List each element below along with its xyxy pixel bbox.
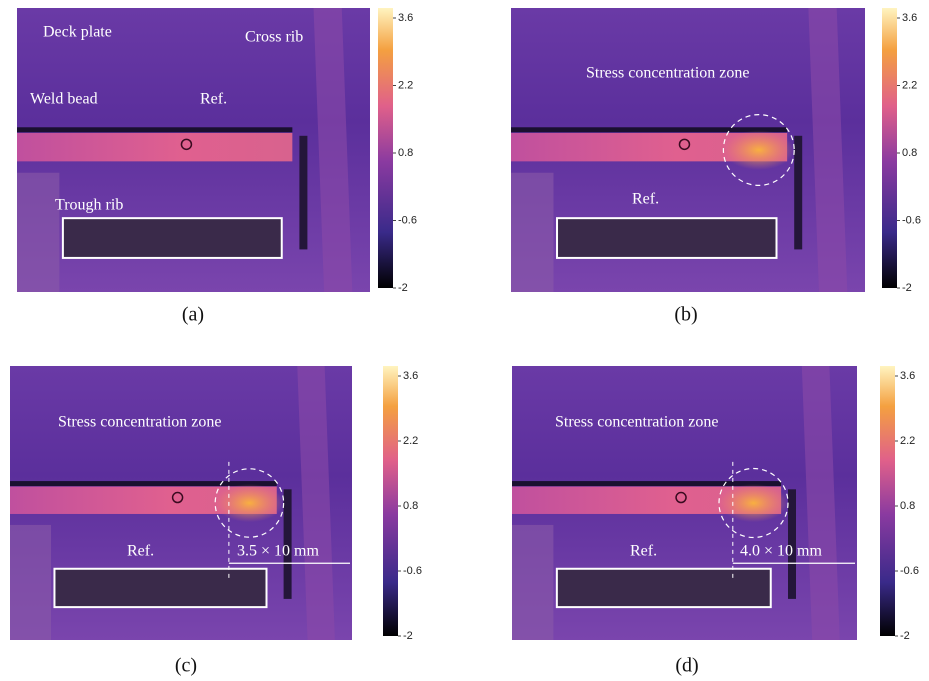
caption: (c) xyxy=(175,655,197,677)
brick-area xyxy=(17,173,59,292)
deck-edge xyxy=(511,127,787,132)
colorbar-tick-label: 3.6 xyxy=(398,12,413,24)
colorbar-tick-label: 0.8 xyxy=(900,500,915,512)
hot-spot xyxy=(215,484,283,522)
annotation: Deck plate xyxy=(43,24,112,41)
scale-ruler xyxy=(54,569,266,607)
colorbar-tick-label: -0.6 xyxy=(900,565,919,577)
colorbar-tick-label: -2 xyxy=(403,630,413,642)
colorbar-tick-label: -0.6 xyxy=(403,565,422,577)
brick-area xyxy=(10,525,51,640)
colorbar: 3.6 2.2 0.8 -0.6 -2 xyxy=(882,8,921,294)
colorbar-tick-label: -2 xyxy=(902,282,912,294)
annotation: Ref. xyxy=(200,91,227,108)
annotation: Stress concentration zone xyxy=(555,414,719,431)
brick-area xyxy=(511,173,553,292)
scale-ruler xyxy=(63,218,282,258)
colorbar-tick-label: 2.2 xyxy=(900,435,915,447)
colorbar-tick-label: 3.6 xyxy=(900,370,915,382)
annotation: Ref. xyxy=(127,543,154,560)
colorbar-tick-label: 0.8 xyxy=(398,147,413,159)
caption: (b) xyxy=(674,304,697,326)
colorbar-tick-label: -2 xyxy=(900,630,910,642)
panel: Stress concentration zone Ref. 4.0 × 10 mm xyxy=(512,366,857,640)
colorbar-tick-label: 0.8 xyxy=(902,147,917,159)
annotation: Stress concentration zone xyxy=(586,65,750,82)
weld-bead xyxy=(17,133,292,161)
colorbar-gradient xyxy=(378,8,393,288)
colorbar-tick-label: -0.6 xyxy=(398,214,417,226)
colorbar: 3.6 2.2 0.8 -0.6 -2 xyxy=(383,366,422,642)
scale-ruler xyxy=(557,218,776,258)
colorbar-gradient xyxy=(880,366,895,636)
colorbar: 3.6 2.2 0.8 -0.6 -2 xyxy=(880,366,919,642)
annotation: Trough rib xyxy=(55,197,123,214)
annotation: Ref. xyxy=(632,191,659,208)
colorbar-tick-label: -2 xyxy=(398,282,408,294)
hot-spot xyxy=(723,130,794,170)
colorbar-tick-label: -0.6 xyxy=(902,214,921,226)
colorbar-tick-label: 0.8 xyxy=(403,500,418,512)
annotation: 4.0 × 10 mm xyxy=(740,543,822,560)
annotation: Stress concentration zone xyxy=(58,414,222,431)
colorbar-tick-label: 2.2 xyxy=(902,79,917,91)
annotation: Ref. xyxy=(630,543,657,560)
colorbar-tick-label: 3.6 xyxy=(902,12,917,24)
annotation: Weld bead xyxy=(30,91,98,108)
caption: (a) xyxy=(182,304,204,326)
annotation: Cross rib xyxy=(245,29,303,46)
panel: Stress concentration zone Ref. xyxy=(511,8,865,292)
colorbar-gradient xyxy=(882,8,897,288)
colorbar: 3.6 2.2 0.8 -0.6 -2 xyxy=(378,8,417,294)
rib-shadow xyxy=(794,136,802,250)
scale-ruler xyxy=(557,569,771,607)
colorbar-tick-label: 2.2 xyxy=(403,435,418,447)
colorbar-tick-label: 3.6 xyxy=(403,370,418,382)
caption: (d) xyxy=(675,655,698,677)
brick-area xyxy=(512,525,553,640)
hot-spot xyxy=(719,484,788,522)
panel: Deck plate Cross rib Ref. Weld bead Trough r… xyxy=(17,8,370,292)
deck-edge xyxy=(17,127,292,132)
colorbar-gradient xyxy=(383,366,398,636)
annotation: 3.5 × 10 mm xyxy=(237,543,319,560)
rib-shadow xyxy=(299,136,307,250)
colorbar-tick-label: 2.2 xyxy=(398,79,413,91)
figure: Deck plate Cross rib Ref. Weld bead Trough r… xyxy=(0,0,929,681)
panel: Stress concentration zone Ref. 3.5 × 10 mm xyxy=(10,366,352,640)
